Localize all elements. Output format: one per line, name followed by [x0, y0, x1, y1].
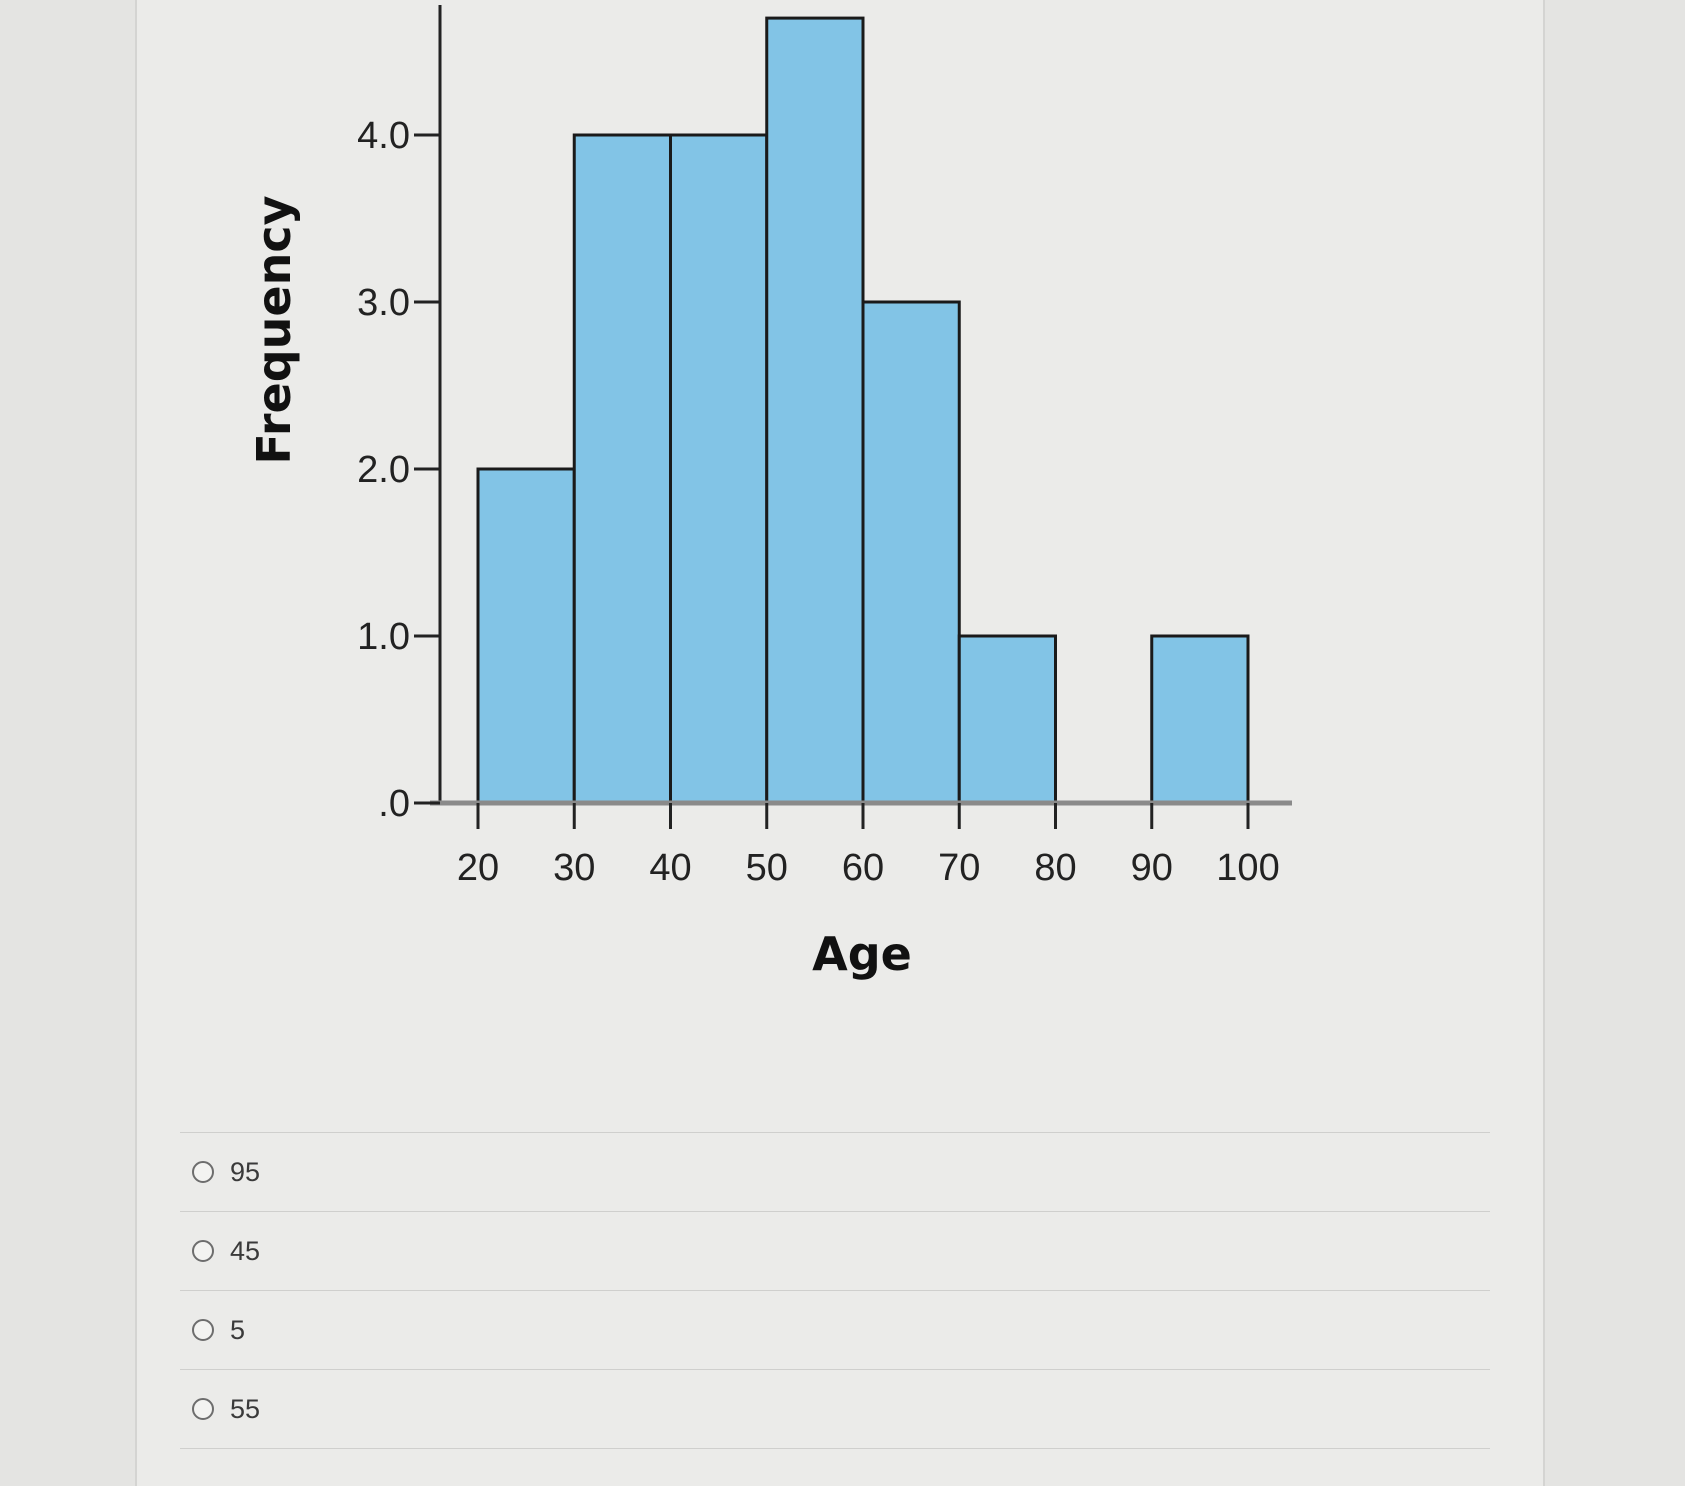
radio-button[interactable]	[192, 1319, 214, 1341]
x-tick-label-5: 70	[938, 847, 980, 889]
radio-button[interactable]	[192, 1398, 214, 1420]
x-tick-label-3: 50	[746, 847, 788, 889]
axes-layer: .0 1.0 2.0 3.0 4.0 20 30 40 50 60 70 80 90 100	[357, 5, 1292, 889]
y-axis-label: Frequency	[247, 195, 301, 464]
labels-layer: Frequency Age	[247, 195, 912, 981]
x-tick-label-1: 30	[553, 847, 595, 889]
y-tick-label-4: 4.0	[357, 115, 410, 157]
option-55[interactable]: 55	[180, 1369, 1490, 1449]
x-tick-label-0: 20	[457, 847, 499, 889]
y-tick-label-0: .0	[378, 783, 410, 825]
radio-button[interactable]	[192, 1161, 214, 1183]
histogram-chart: .0 1.0 2.0 3.0 4.0 20 30 40 50 60 70 80 90 100 Freque…	[247, 5, 1292, 981]
x-tick-label-8: 100	[1216, 847, 1279, 889]
bars-layer	[476, 16, 1250, 805]
x-tick-label-4: 60	[842, 847, 884, 889]
histogram-bar-4	[861, 300, 961, 805]
histogram-bar-2	[669, 133, 769, 805]
option-95[interactable]: 95	[180, 1132, 1490, 1211]
histogram-bar-6	[1150, 634, 1250, 805]
histogram-bar-5	[957, 634, 1057, 805]
answer-options: 95 45 5 55	[180, 1132, 1490, 1449]
option-5[interactable]: 5	[180, 1290, 1490, 1369]
option-45[interactable]: 45	[180, 1211, 1490, 1290]
option-label: 55	[230, 1393, 261, 1424]
histogram-bar-0	[476, 467, 576, 805]
y-tick-label-3: 3.0	[357, 282, 410, 324]
y-tick-label-2: 2.0	[357, 449, 410, 491]
radio-button[interactable]	[192, 1240, 214, 1262]
option-label: 95	[230, 1156, 261, 1187]
x-tick-label-2: 40	[649, 847, 691, 889]
option-label: 5	[230, 1314, 246, 1345]
option-label: 45	[230, 1235, 261, 1266]
x-tick-label-7: 90	[1131, 847, 1173, 889]
x-tick-label-6: 80	[1034, 847, 1076, 889]
y-tick-label-1: 1.0	[357, 616, 410, 658]
histogram-bar-1	[572, 133, 672, 805]
x-axis-label: Age	[812, 927, 912, 981]
histogram-bar-3	[765, 16, 865, 805]
